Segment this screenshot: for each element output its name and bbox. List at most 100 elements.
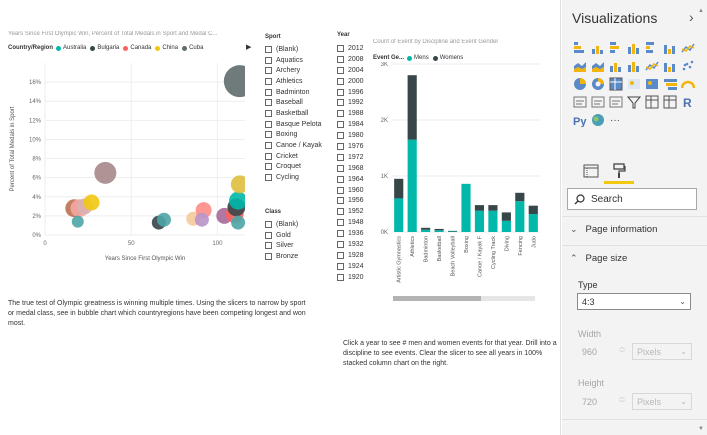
checkbox[interactable] [265,88,272,96]
checkbox[interactable] [337,142,344,150]
column-segment[interactable] [447,230,458,232]
slicer-option[interactable]: Basque Pelota [265,119,322,130]
slicer-option[interactable]: Croquet [265,162,322,173]
checkbox[interactable] [265,56,272,64]
slicer-option[interactable]: 1920 [337,272,364,283]
bubble-legend-item[interactable]: Cuba [182,45,203,51]
slicer-option[interactable]: 1932 [337,239,364,250]
column-segment[interactable] [394,198,404,232]
checkbox[interactable] [337,121,344,129]
pane-scrollbar[interactable]: ▲ ▼ [698,8,704,434]
fields-tab[interactable] [576,158,606,184]
slicer-option[interactable]: 1960 [337,185,364,196]
bubble[interactable] [71,215,84,228]
column-segment[interactable] [394,178,404,199]
checkbox[interactable] [337,55,344,63]
column-chart-scroll-thumb[interactable] [393,296,481,301]
slicer-option[interactable]: 1980 [337,130,364,141]
kpi-icon[interactable] [607,93,625,111]
checkbox[interactable] [337,240,344,248]
column-segment[interactable] [421,227,431,230]
ribbon-icon[interactable] [643,57,661,75]
slicer-option[interactable]: 2008 [337,54,364,65]
column-segment[interactable] [447,231,458,232]
legend-scroll-right-icon[interactable]: ▶ [246,44,252,51]
bubble[interactable] [94,161,117,184]
checkbox[interactable] [337,186,344,194]
checkbox[interactable] [265,163,272,171]
clustered-bar-icon[interactable] [607,39,625,57]
slicer-option[interactable]: 1996 [337,87,364,98]
checkbox[interactable] [265,109,272,117]
checkbox[interactable] [337,77,344,85]
scroll-up-icon[interactable]: ▲ [698,8,704,14]
search-input[interactable]: Search [567,188,697,210]
column-segment[interactable] [421,229,431,232]
100-column-icon[interactable] [661,39,679,57]
checkbox[interactable] [337,99,344,107]
slicer-option[interactable]: Cricket [265,151,322,162]
checkbox[interactable] [337,88,344,96]
area-chart-icon[interactable] [571,57,589,75]
slicer-option[interactable]: Silver [265,240,298,251]
column-chart-scrollbar[interactable] [393,296,535,301]
slicer-option[interactable]: 1936 [337,228,364,239]
stacked-area-icon[interactable] [589,57,607,75]
100-bar-icon[interactable] [643,39,661,57]
slicer-option[interactable]: 1928 [337,250,364,261]
waterfall-icon[interactable] [661,57,679,75]
column-segment[interactable] [501,220,511,232]
width-input[interactable]: 960 [582,346,598,357]
checkbox[interactable] [337,197,344,205]
checkbox[interactable] [337,208,344,216]
checkbox[interactable] [337,219,344,227]
python-visual-icon[interactable]: Py [571,111,589,129]
slicer-option[interactable]: 1992 [337,97,364,108]
checkbox[interactable] [265,252,272,260]
column-segment[interactable] [407,139,417,232]
slicer-option[interactable]: 1968 [337,163,364,174]
matrix-icon[interactable] [661,93,679,111]
checkbox[interactable] [337,44,344,52]
slicer-option[interactable]: 1988 [337,108,364,119]
slicer-option[interactable]: 2000 [337,76,364,87]
column-chart[interactable]: 0K 1K 2K 3K Artistic Gymnastics Athletics Badm… [370,62,545,307]
column-segment[interactable] [515,201,525,232]
slicer-option[interactable]: 1976 [337,141,364,152]
checkbox[interactable] [337,251,344,259]
checkbox[interactable] [265,67,272,75]
checkbox[interactable] [265,45,272,53]
line-clustered-icon[interactable] [625,57,643,75]
clustered-column-icon[interactable] [625,39,643,57]
slicer-option[interactable]: Cycling [265,172,322,183]
format-tab[interactable] [604,158,634,184]
width-unit-select[interactable]: Pixels ⌄ [632,343,692,360]
funnel-icon[interactable] [661,75,679,93]
slicer-option[interactable]: (Blank) [265,44,322,55]
checkbox[interactable] [265,152,272,160]
column-segment[interactable] [407,75,417,140]
bubble[interactable] [83,194,100,211]
checkbox[interactable] [265,77,272,85]
checkbox[interactable] [337,164,344,172]
bubble[interactable] [156,212,171,227]
column-segment[interactable] [434,228,444,231]
slicer-option[interactable]: (Blank) [265,219,298,230]
bubble-legend-item[interactable]: Australia [56,45,86,51]
checkbox[interactable] [337,153,344,161]
bubble[interactable] [230,175,249,194]
filled-map-icon[interactable] [643,75,661,93]
bubble-legend-item[interactable]: Bulgaria [90,45,119,51]
checkbox[interactable] [337,175,344,183]
globe-icon[interactable] [589,111,607,129]
page-information-section[interactable]: ⌄ Page information [562,216,707,242]
checkbox[interactable] [337,110,344,118]
height-input[interactable]: 720 [582,396,598,407]
slicer-option[interactable]: 1924 [337,261,364,272]
scroll-down-icon[interactable]: ▼ [698,426,704,432]
slicer-option[interactable]: 2012 [337,43,364,54]
slicer-option[interactable]: 2004 [337,65,364,76]
slicer-option[interactable]: 1956 [337,195,364,206]
slicer-option[interactable]: 1964 [337,174,364,185]
collapse-pane-icon[interactable]: › [689,9,694,25]
